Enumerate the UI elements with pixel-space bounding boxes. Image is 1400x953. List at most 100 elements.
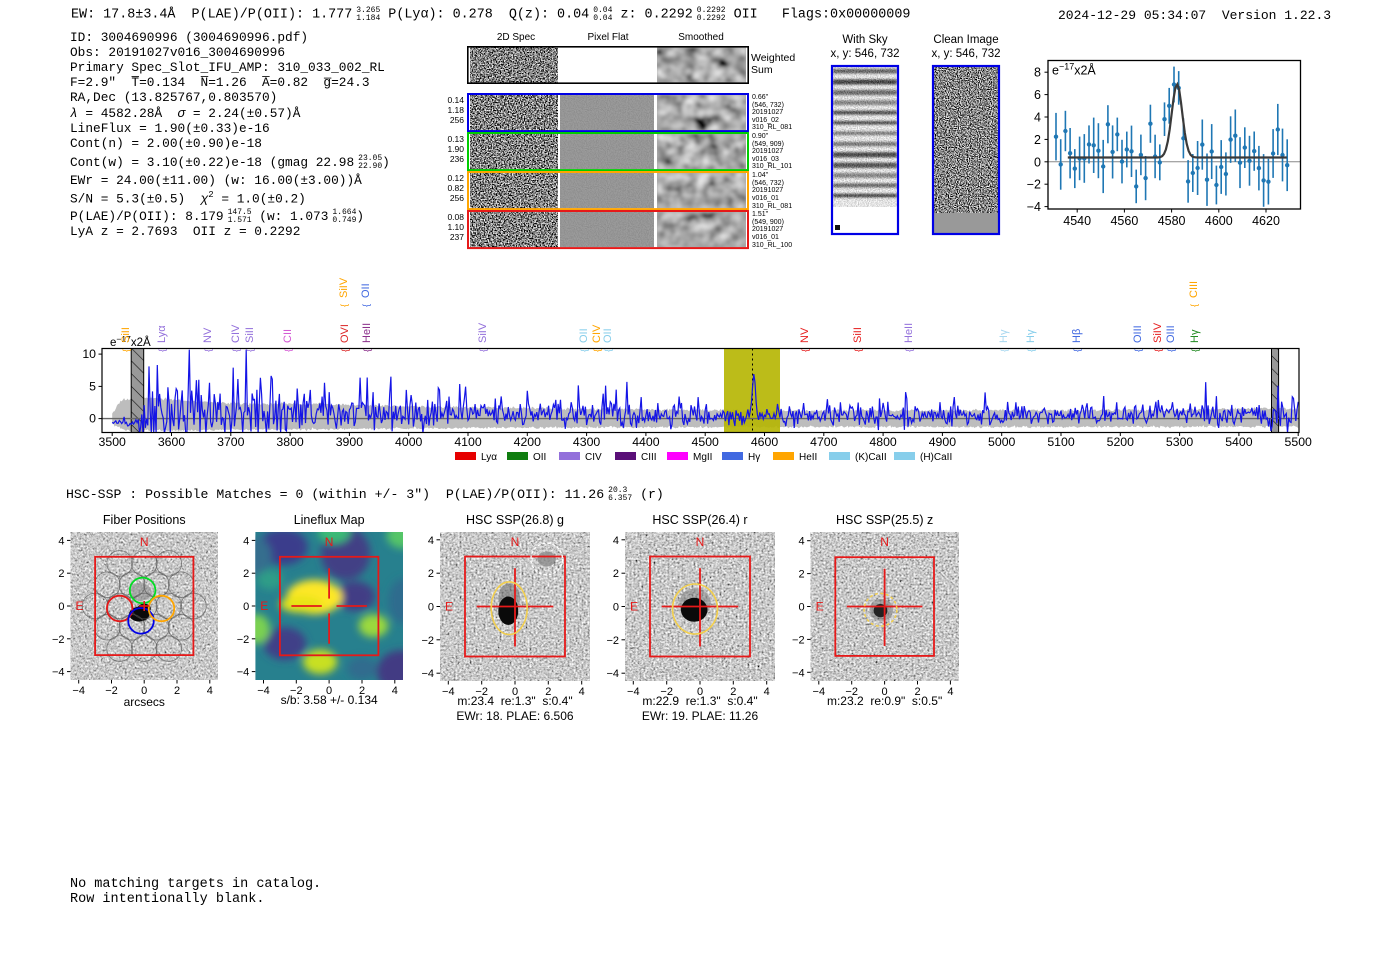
svg-text:4: 4 xyxy=(579,686,585,698)
svg-text:OIII: OIII xyxy=(1165,325,1177,343)
svg-text:{: { xyxy=(283,349,294,352)
svg-text:3800: 3800 xyxy=(276,435,304,449)
svg-text:0: 0 xyxy=(141,685,147,697)
svg-text:CII: CII xyxy=(282,329,294,343)
svg-text:Lineflux Map: Lineflux Map xyxy=(294,513,365,527)
svg-text:3900: 3900 xyxy=(336,435,364,449)
svg-text:HeII: HeII xyxy=(361,323,373,343)
svg-text:2: 2 xyxy=(243,568,249,580)
svg-text:CIV: CIV xyxy=(591,324,603,343)
svg-text:OII: OII xyxy=(360,283,372,298)
svg-text:{: { xyxy=(579,349,590,352)
svg-text:4: 4 xyxy=(764,686,770,698)
svg-text:−2: −2 xyxy=(105,685,118,697)
svg-text:{: { xyxy=(800,349,811,352)
svg-text:0: 0 xyxy=(243,601,249,613)
svg-text:Hγ: Hγ xyxy=(998,329,1010,343)
svg-text:0: 0 xyxy=(613,602,619,614)
svg-text:−2: −2 xyxy=(237,634,250,646)
svg-text:−4: −4 xyxy=(606,668,619,680)
svg-text:−2: −2 xyxy=(1027,178,1041,192)
svg-text:2: 2 xyxy=(174,685,180,697)
svg-text:CIV: CIV xyxy=(585,452,602,463)
svg-text:3600: 3600 xyxy=(158,435,186,449)
svg-text:{: { xyxy=(1133,349,1144,352)
svg-text:4300: 4300 xyxy=(573,435,601,449)
svg-text:4400: 4400 xyxy=(632,435,660,449)
svg-text:{: { xyxy=(904,349,915,352)
svg-text:−2: −2 xyxy=(290,685,303,697)
svg-text:MgII: MgII xyxy=(693,452,712,463)
svg-text:5400: 5400 xyxy=(1225,435,1253,449)
svg-text:4620: 4620 xyxy=(1252,214,1280,228)
svg-text:4200: 4200 xyxy=(514,435,542,449)
svg-text:{: { xyxy=(339,304,350,307)
svg-text:{: { xyxy=(245,349,256,352)
svg-text:{: { xyxy=(340,349,351,352)
svg-text:−4: −4 xyxy=(421,668,434,680)
svg-text:Fiber Positions: Fiber Positions xyxy=(103,513,186,527)
svg-text:4540: 4540 xyxy=(1063,214,1091,228)
svg-text:5: 5 xyxy=(89,379,96,393)
svg-text:10: 10 xyxy=(82,347,96,361)
svg-text:2: 2 xyxy=(914,686,920,698)
svg-text:2: 2 xyxy=(613,568,619,580)
svg-text:N: N xyxy=(325,535,334,549)
svg-text:HeII: HeII xyxy=(903,323,915,343)
svg-text:−2: −2 xyxy=(52,634,65,646)
svg-text:4: 4 xyxy=(613,535,619,547)
svg-text:2: 2 xyxy=(798,569,804,581)
svg-text:5100: 5100 xyxy=(1047,435,1075,449)
svg-text:0: 0 xyxy=(326,685,332,697)
svg-text:HeII: HeII xyxy=(799,452,817,463)
svg-text:OII: OII xyxy=(533,452,546,463)
svg-text:OIII: OIII xyxy=(1132,325,1144,343)
svg-text:4: 4 xyxy=(58,535,64,547)
svg-text:{: { xyxy=(853,349,864,352)
svg-text:CIII: CIII xyxy=(1188,281,1200,298)
svg-text:Hβ: Hβ xyxy=(1071,329,1083,343)
svg-text:4700: 4700 xyxy=(810,435,838,449)
svg-text:4: 4 xyxy=(428,535,434,547)
svg-text:SiIV: SiIV xyxy=(338,277,350,298)
svg-text:arcsecs: arcsecs xyxy=(124,695,165,709)
svg-text:5200: 5200 xyxy=(1107,435,1135,449)
svg-text:Hγ: Hγ xyxy=(1189,329,1201,343)
svg-text:2: 2 xyxy=(428,568,434,580)
svg-text:−4: −4 xyxy=(52,667,65,679)
svg-text:Hγ: Hγ xyxy=(1025,329,1037,343)
svg-text:HSC SSP(26.4) r: HSC SSP(26.4) r xyxy=(652,513,747,527)
svg-text:4: 4 xyxy=(392,685,398,697)
svg-text:4: 4 xyxy=(947,686,953,698)
svg-text:CIII: CIII xyxy=(641,452,657,463)
svg-text:0: 0 xyxy=(1034,155,1041,169)
svg-text:4600: 4600 xyxy=(751,435,779,449)
svg-text:−4: −4 xyxy=(237,667,250,679)
svg-text:0: 0 xyxy=(798,602,804,614)
svg-text:3700: 3700 xyxy=(217,435,245,449)
svg-text:{: { xyxy=(1072,349,1083,352)
svg-text:−2: −2 xyxy=(845,686,858,698)
svg-text:{: { xyxy=(362,349,373,352)
svg-text:SiII: SiII xyxy=(244,327,256,343)
svg-text:CIV: CIV xyxy=(230,324,242,343)
svg-text:{: { xyxy=(1189,304,1200,307)
svg-text:{: { xyxy=(478,349,489,352)
svg-text:0: 0 xyxy=(512,686,518,698)
svg-text:2: 2 xyxy=(58,568,64,580)
svg-text:−4: −4 xyxy=(442,686,455,698)
svg-text:0: 0 xyxy=(428,602,434,614)
svg-text:−2: −2 xyxy=(421,635,434,647)
svg-text:4500: 4500 xyxy=(692,435,720,449)
svg-text:(H)CaII: (H)CaII xyxy=(920,452,952,463)
svg-text:E: E xyxy=(76,599,84,613)
svg-text:2: 2 xyxy=(359,685,365,697)
svg-text:N: N xyxy=(511,535,520,549)
svg-text:4: 4 xyxy=(1034,111,1041,125)
svg-text:4100: 4100 xyxy=(454,435,482,449)
svg-text:OII: OII xyxy=(578,328,590,343)
svg-text:4: 4 xyxy=(243,535,249,547)
svg-text:HSC SSP(25.5) z: HSC SSP(25.5) z xyxy=(836,513,933,527)
svg-text:Lyα: Lyα xyxy=(481,452,497,463)
svg-text:E: E xyxy=(816,600,824,614)
